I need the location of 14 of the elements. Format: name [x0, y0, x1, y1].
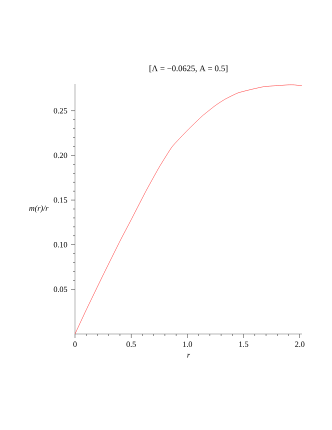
x-tick-label: 2.0 — [295, 342, 304, 347]
y-tick-label: 0.25 — [54, 108, 68, 114]
x-axis-title: r — [187, 354, 190, 358]
chart-title: [Λ = −0.0625, A = 0.5] — [150, 65, 228, 72]
x-tick-label: 0 — [73, 342, 77, 347]
x-tick-label: 1.5 — [239, 342, 248, 347]
y-axis-title: m(r)/r — [29, 205, 48, 213]
y-tick-label: 0.10 — [54, 242, 68, 248]
y-tick-label: 0.05 — [54, 286, 68, 292]
x-tick-label: 1.0 — [183, 342, 192, 347]
line-series — [74, 84, 302, 334]
x-tick-label: 0.5 — [126, 342, 136, 347]
y-tick-label: 0.15 — [54, 197, 68, 203]
y-tick-label: 0.20 — [54, 152, 68, 158]
